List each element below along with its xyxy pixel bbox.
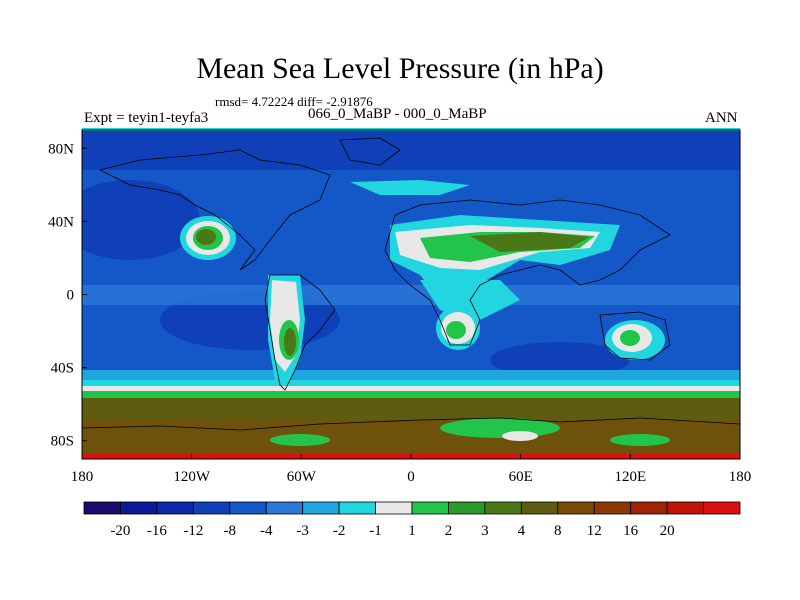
greenland-coast bbox=[339, 137, 401, 166]
x-tick-label: 60E bbox=[509, 469, 533, 485]
x-tick-label: 120E bbox=[614, 469, 646, 485]
so-band-4 bbox=[82, 391, 740, 399]
map-title: Mean Sea Level Pressure (in hPa) bbox=[196, 52, 604, 85]
sa-core bbox=[284, 328, 296, 356]
colorbar: -20 -16 -12 -8 -4 -3 -2 -1 1 2 3 4 8 12 16 20 bbox=[83, 501, 741, 539]
field-layer bbox=[82, 130, 740, 459]
arctic-low-band bbox=[82, 130, 740, 170]
colorbar-swatch bbox=[302, 501, 340, 515]
stats-text: rmsd= 4.72224 diff= -2.91876 bbox=[215, 94, 373, 109]
x-tick-label: 120W bbox=[173, 469, 211, 485]
colorbar-swatch bbox=[666, 501, 704, 515]
colorbar-swatch bbox=[557, 501, 595, 515]
colorbar-swatch bbox=[229, 501, 267, 515]
x-axis: 180 120W 60W 0 60E 120E 180 bbox=[71, 454, 752, 485]
north-pacific-low bbox=[82, 180, 200, 260]
y-tick-label: 0 bbox=[67, 288, 75, 304]
colorbar-swatch bbox=[375, 501, 413, 515]
colorbar-label: -4 bbox=[260, 523, 273, 539]
eurasia-core bbox=[470, 232, 590, 252]
eurasia-africa-coast bbox=[384, 199, 671, 346]
colorbar-swatch bbox=[192, 501, 231, 515]
colorbar-label: -16 bbox=[147, 523, 167, 539]
y-tick-label: 80S bbox=[51, 434, 74, 450]
x-tick-label: 180 bbox=[71, 469, 94, 485]
colorbar-swatch bbox=[703, 501, 741, 515]
colorbar-label: -8 bbox=[224, 523, 237, 539]
x-tick-label: 60W bbox=[287, 469, 317, 485]
colorbar-swatch bbox=[265, 501, 304, 515]
colorbar-swatch bbox=[630, 501, 668, 515]
colorbar-swatch bbox=[120, 501, 158, 515]
x-tick-label: 0 bbox=[407, 469, 415, 485]
na-core bbox=[196, 229, 216, 245]
antarctic-patch-4 bbox=[610, 434, 670, 446]
so-band-3 bbox=[82, 386, 740, 392]
antarctica-coast bbox=[82, 417, 740, 431]
y-tick-label: 40N bbox=[48, 214, 74, 230]
so-band-1 bbox=[82, 370, 740, 382]
aus-core bbox=[620, 330, 640, 346]
saf-core bbox=[446, 321, 466, 339]
tropical-band bbox=[82, 285, 740, 305]
antarctic-patch-2 bbox=[502, 431, 538, 441]
colorbar-label: 2 bbox=[445, 523, 453, 539]
coastlines bbox=[82, 137, 740, 431]
y-axis: 80N 40N 0 40S 80S bbox=[48, 141, 87, 450]
experiment-diff-label: 066_0_MaBP - 000_0_MaBP bbox=[308, 106, 487, 122]
colorbar-swatch bbox=[448, 501, 486, 515]
experiment-label: Expt = teyin1-teyfa3 bbox=[84, 110, 209, 126]
colorbar-label: 3 bbox=[481, 523, 489, 539]
colorbar-swatch bbox=[411, 501, 449, 515]
colorbar-swatch bbox=[593, 501, 632, 515]
colorbar-swatch bbox=[83, 501, 121, 515]
colorbar-label: 4 bbox=[518, 523, 526, 539]
north-america-coast bbox=[98, 149, 331, 271]
greenland-europe-tint bbox=[350, 180, 470, 195]
colorbar-swatch bbox=[156, 501, 194, 515]
colorbar-label: -20 bbox=[110, 523, 130, 539]
colorbar-label: 1 bbox=[408, 523, 416, 539]
indian-ocean-low bbox=[490, 342, 630, 378]
colorbar-swatch bbox=[338, 501, 376, 515]
colorbar-label: 12 bbox=[587, 523, 602, 539]
colorbar-label: 16 bbox=[623, 523, 639, 539]
so-band-2 bbox=[82, 380, 740, 388]
australia-coast bbox=[599, 311, 671, 361]
colorbar-label: -2 bbox=[333, 523, 346, 539]
south-america-coast bbox=[264, 274, 336, 391]
colorbar-label: 8 bbox=[554, 523, 562, 539]
x-tick-label: 180 bbox=[729, 469, 752, 485]
y-tick-label: 80N bbox=[48, 141, 74, 157]
antarctic-patch-3 bbox=[270, 434, 330, 446]
colorbar-swatch bbox=[520, 501, 559, 515]
y-tick-label: 40S bbox=[51, 361, 74, 377]
colorbar-label: -12 bbox=[183, 523, 203, 539]
colorbar-swatch bbox=[484, 501, 522, 515]
season-label: ANN bbox=[705, 110, 738, 126]
colorbar-label: -1 bbox=[369, 523, 382, 539]
colorbar-label: -3 bbox=[296, 523, 309, 539]
colorbar-label: 20 bbox=[660, 523, 675, 539]
